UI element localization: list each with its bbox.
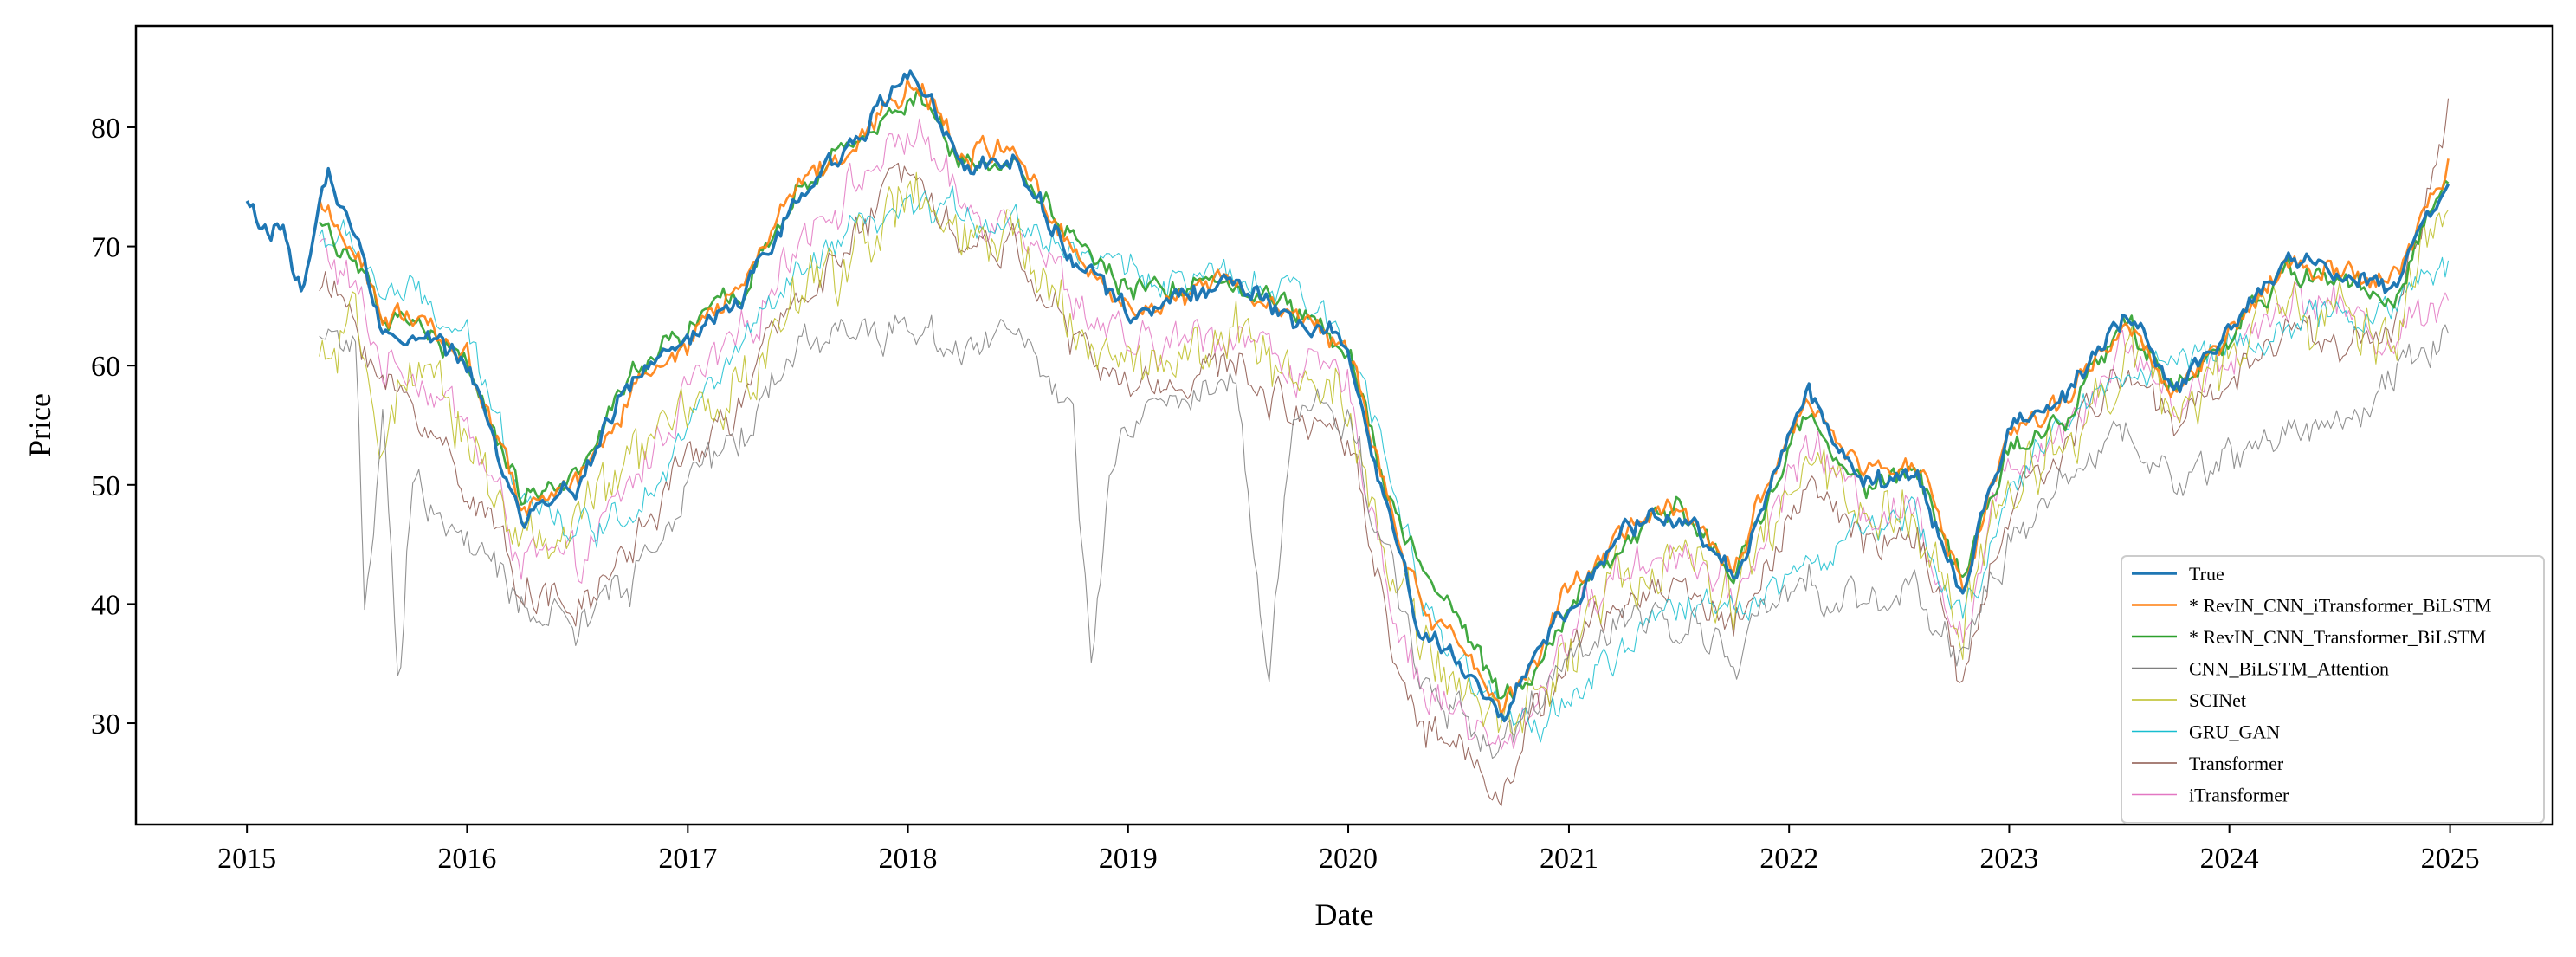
y-axis-title: Price [23,393,57,457]
plot-frame [134,24,2554,826]
legend-label: True [2189,563,2224,585]
y-tick-label: 50 [91,470,120,502]
y-tick-label: 60 [91,351,120,383]
x-tick-label: 2023 [1979,843,2038,875]
x-tick-label: 2019 [1099,843,1158,875]
y-tick-label: 30 [91,708,120,740]
x-tick-label: 2017 [658,843,717,875]
legend-label: GRU_GAN [2189,721,2280,743]
series-line [245,69,2450,723]
legend: True * RevIN_CNN_iTransformer_BiLSTM * Rev… [2121,555,2545,824]
y-axis: 30 40 50 60 70 80 [91,113,136,740]
legend-label: iTransformer [2189,785,2289,806]
series-layer [245,69,2450,807]
series-line [318,78,2450,715]
legend-box [2121,555,2545,824]
y-tick-label: 40 [91,589,120,621]
x-tick-label: 2025 [2421,843,2480,875]
series-line [319,171,2449,735]
x-axis: 2015 2016 2017 2018 2019 2020 2021 2022 2023 2024… [217,824,2480,875]
y-tick-label: 80 [91,113,120,145]
series-line [319,314,2450,760]
legend-label: Transformer [2189,753,2284,774]
legend-label: * RevIN_CNN_iTransformer_BiLSTM [2189,595,2491,617]
y-tick-label: 70 [91,232,120,264]
legend-label: SCINet [2189,689,2246,711]
x-tick-label: 2016 [437,843,496,875]
x-tick-label: 2015 [217,843,276,875]
legend-label: * RevIN_CNN_Transformer_BiLSTM [2189,626,2486,648]
x-tick-label: 2018 [879,843,938,875]
x-tick-label: 2024 [2200,843,2259,875]
x-axis-title: Date [1315,897,1374,932]
x-tick-label: 2021 [1540,843,1598,875]
series-line [319,98,2450,807]
x-tick-label: 2022 [1759,843,1818,875]
legend-label: CNN_BiLSTM_Attention [2189,658,2389,680]
x-tick-label: 2020 [1319,843,1378,875]
